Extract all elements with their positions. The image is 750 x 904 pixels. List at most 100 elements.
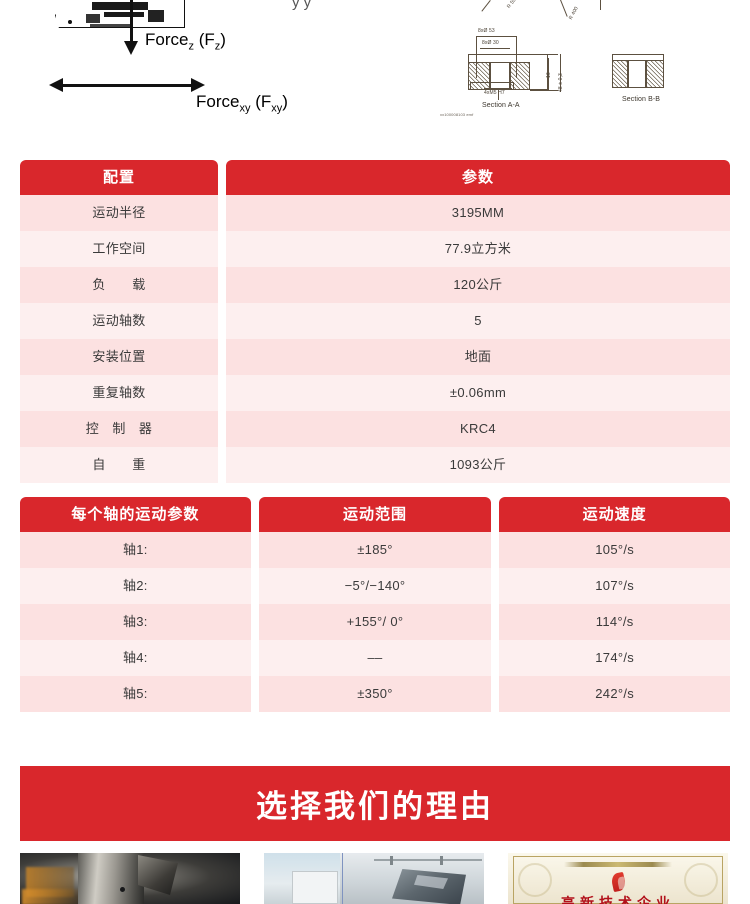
axis-speed: 114°/s [499, 604, 731, 640]
photo-beam [342, 853, 343, 904]
table-row: 控 制 器 KRC4 [20, 411, 730, 447]
axis-speed: 242°/s [499, 676, 731, 712]
certificate-title: 高新技术企业 [561, 895, 675, 904]
machining-tool-photo[interactable] [20, 853, 240, 904]
axis-table-header-range: 运动范围 [258, 497, 492, 532]
centerline [600, 0, 601, 10]
robot-body-detail [90, 24, 132, 27]
dim-line-vertical [548, 58, 549, 90]
spec-label: 安装位置 [20, 339, 218, 375]
dim-8x30-label: 8xØ 30 [482, 40, 499, 46]
dim-extension [530, 90, 558, 91]
section-bb-caption: Section B-B [622, 96, 661, 103]
axis-range: –– [258, 640, 492, 676]
axis-table-header-speed: 运动速度 [499, 497, 731, 532]
table-row: 安装位置 地面 [20, 339, 730, 375]
photo-ceiling-rail [374, 859, 482, 861]
table-row: 轴4: –– 174°/s [20, 640, 731, 676]
robot-body-detail [104, 12, 144, 17]
photo-hook [390, 856, 393, 865]
robot-body-detail [148, 10, 164, 22]
table-row: 轴5: ±350° 242°/s [20, 676, 731, 712]
table-row: 自 重 1093公斤 [20, 447, 730, 483]
spec-table-body: 运动半径 3195MM 工作空间 77.9立方米 负 载 120公斤 运动轴数 … [20, 195, 730, 483]
dim-8x53-label: 8xØ 53 [478, 28, 495, 34]
table-row: 工作空间 77.9立方米 [20, 231, 730, 267]
dim-line-vertical [560, 54, 561, 92]
radius-callout-2: R 400 [568, 5, 580, 21]
dim-extension [530, 54, 558, 55]
axis-name: 轴3: [20, 604, 251, 640]
spec-label: 工作空间 [20, 231, 218, 267]
axis-speed: 107°/s [499, 568, 731, 604]
section-banner: 选择我们的理由 [20, 766, 730, 841]
spec-table-header-param: 参数 [226, 160, 730, 195]
spec-label: 负 载 [20, 267, 218, 303]
dim-48-label: 48 ± 0,3 [558, 73, 564, 92]
spec-value: 1093公斤 [226, 447, 730, 483]
force-xy-arrow-icon [49, 78, 205, 92]
axis-speed: 105°/s [499, 532, 731, 568]
radius-leader-line [560, 0, 568, 17]
banner-title: 选择我们的理由 [256, 789, 494, 824]
spec-value: ±0.06mm [226, 375, 730, 411]
section-aa-caption: Section A-A [482, 102, 520, 109]
certificate-photo[interactable]: 高新技术企业 [508, 853, 728, 904]
leader-line [498, 88, 499, 100]
spec-label: 控 制 器 [20, 411, 218, 447]
photo-cutting-tool [138, 855, 178, 895]
axis-range: +155°/ 0° [258, 604, 492, 640]
axis-range: −5°/−140° [258, 568, 492, 604]
photo-robot-highlight [414, 875, 448, 889]
axis-table-body: 轴1: ±185° 105°/s 轴2: −5°/−140° 107°/s 轴3… [20, 532, 731, 712]
robot-body-detail [86, 14, 100, 23]
spec-label: 运动轴数 [20, 303, 218, 339]
photo-hook [440, 856, 443, 865]
table-row: 运动轴数 5 [20, 303, 730, 339]
robot-body-detail [92, 2, 148, 10]
section-aa-recess [470, 82, 514, 90]
spec-value: 5 [226, 303, 730, 339]
spec-table-header-config: 配置 [20, 160, 218, 195]
photo-cylinder-part [78, 853, 144, 904]
dim-16-label: 16 [546, 72, 552, 78]
axis-name: 轴1: [20, 532, 251, 568]
table-row: 负 载 120公斤 [20, 267, 730, 303]
table-row: 轴2: −5°/−140° 107°/s [20, 568, 731, 604]
engineering-section-drawing: R 55 R 400 8xØ 53 8xØ 30 16 48 ± 0,3 4xM… [440, 0, 750, 145]
table-row: 轴1: ±185° 105°/s [20, 532, 731, 568]
extension-line [476, 36, 477, 78]
axis-table-header-row: 每个轴的运动参数 运动范围 运动速度 [20, 497, 731, 532]
axis-speed: 174°/s [499, 640, 731, 676]
force-xy-label: Forcexy (Fxy) [196, 92, 288, 115]
force-xy-top-partial-label: y y [292, 0, 312, 11]
table-row: 运动半径 3195MM [20, 195, 730, 231]
axis-range: ±350° [258, 676, 492, 712]
axis-name: 轴5: [20, 676, 251, 712]
spec-label: 运动半径 [20, 195, 218, 231]
dim-line [476, 36, 516, 37]
spec-label: 重复轴数 [20, 375, 218, 411]
certificate-top-band [564, 862, 672, 867]
axis-table-header-params: 每个轴的运动参数 [20, 497, 251, 532]
table-row: 重复轴数 ±0.06mm [20, 375, 730, 411]
dim-line [480, 48, 510, 49]
spec-value: 地面 [226, 339, 730, 375]
drawing-number-label: xx100008103 emf [440, 112, 474, 117]
feature-photo-strip: 高新技术企业 [20, 853, 730, 904]
table-row: 轴3: +155°/ 0° 114°/s [20, 604, 731, 640]
section-bb-hatch-right [646, 60, 664, 88]
photo-panel [292, 871, 338, 904]
photo-bore-hole [120, 887, 125, 892]
force-z-label: Forcez (Fz) [145, 30, 226, 53]
spec-label: 自 重 [20, 447, 218, 483]
spec-value: KRC4 [226, 411, 730, 447]
axis-name: 轴4: [20, 640, 251, 676]
workshop-robot-photo[interactable] [264, 853, 484, 904]
technical-diagram-area: Forcez (Fz) Forcexy (Fxy) y y R 55 R 400… [0, 0, 750, 148]
photo-highlight [22, 889, 82, 904]
dim-4xM5-label: 4xM5 H7 [484, 90, 505, 96]
section-aa-hatch-right [510, 62, 530, 90]
axis-motion-table: 每个轴的运动参数 运动范围 运动速度 轴1: ±185° 105°/s 轴2: … [20, 497, 731, 712]
